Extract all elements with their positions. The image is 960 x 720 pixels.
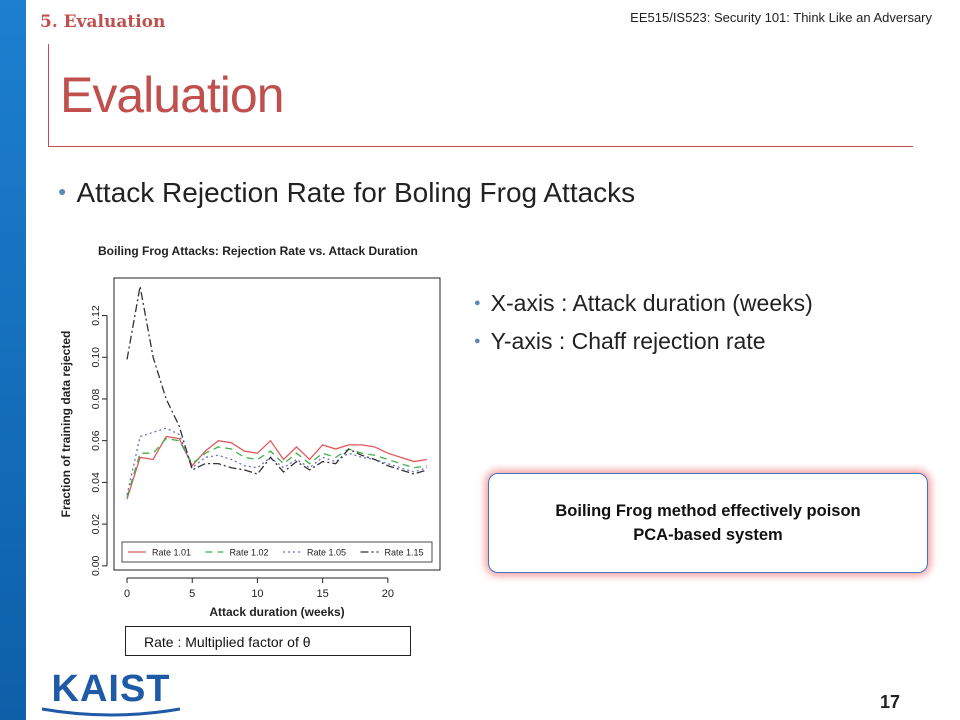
slide-title: Evaluation (60, 67, 284, 123)
y-axis-label: Fraction of training data rejected (59, 331, 73, 518)
y-tick-label: 0.08 (90, 389, 102, 410)
sub-bullet-text: X-axis : Attack duration (weeks) (490, 290, 813, 316)
legend-label: Rate 1.01 (152, 548, 191, 558)
main-bullet: ● Attack Rejection Rate for Boling Frog A… (58, 177, 635, 209)
bullet-dot-icon: ● (58, 183, 67, 199)
x-tick-label: 15 (317, 588, 329, 600)
sub-bullet-text: Y-axis : Chaff rejection rate (490, 328, 766, 354)
rejection-rate-chart: 0.00 0.02 0.04 0.06 0.08 0.10 0.12 0 5 10 15 20 Atta… (59, 277, 441, 619)
plot-frame (113, 277, 441, 571)
legend-box (121, 541, 433, 563)
y-tick-label: 0.02 (90, 514, 102, 535)
main-bullet-text: Attack Rejection Rate for Boling Frog At… (76, 177, 636, 208)
bullet-dot-icon: ● (474, 297, 481, 309)
course-title: EE515/IS523: Security 101: Think Like an… (630, 10, 932, 25)
sub-bullet-list: ● X-axis : Attack duration (weeks) ● Y-axi… (474, 284, 813, 360)
kaist-logo-text: KAIST (52, 668, 171, 710)
callout-line-1: Boiling Frog method effectively poison (555, 502, 861, 520)
series-line (126, 286, 428, 475)
x-tick-label: 10 (251, 588, 263, 600)
series-line (126, 427, 428, 496)
rate-caption: Rate : Multiplied factor of θ (125, 626, 411, 656)
chart-title: Boiling Frog Attacks: Rejection Rate vs.… (98, 244, 418, 258)
section-label: 5. Evaluation (40, 12, 166, 32)
x-tick-label: 20 (382, 588, 394, 600)
sub-bullet-y-axis: ● Y-axis : Chaff rejection rate (474, 322, 813, 360)
y-tick-label: 0.04 (90, 472, 102, 493)
x-axis-label: Attack duration (weeks) (209, 605, 344, 619)
bullet-dot-icon: ● (474, 335, 481, 347)
y-tick-label: 0.10 (90, 347, 102, 368)
kaist-logo: KAIST (41, 668, 181, 717)
x-tick-label: 0 (124, 588, 130, 600)
page-number: 17 (880, 692, 901, 712)
sidebar-bar (0, 0, 26, 720)
title-frame (48, 44, 913, 147)
x-tick-label: 5 (189, 588, 195, 600)
sub-bullet-x-axis: ● X-axis : Attack duration (weeks) (474, 284, 813, 322)
series-line (126, 437, 428, 498)
y-tick-label: 0.06 (90, 430, 102, 451)
y-tick-label: 0.00 (90, 555, 102, 576)
callout-line-2: PCA-based system (633, 526, 783, 544)
conclusion-callout: Boiling Frog method effectively poison P… (488, 473, 928, 573)
legend-label: Rate 1.05 (307, 548, 346, 558)
legend-label: Rate 1.02 (230, 548, 269, 558)
y-tick-label: 0.12 (90, 305, 102, 326)
series-line (126, 435, 428, 500)
legend-label: Rate 1.15 (385, 548, 424, 558)
